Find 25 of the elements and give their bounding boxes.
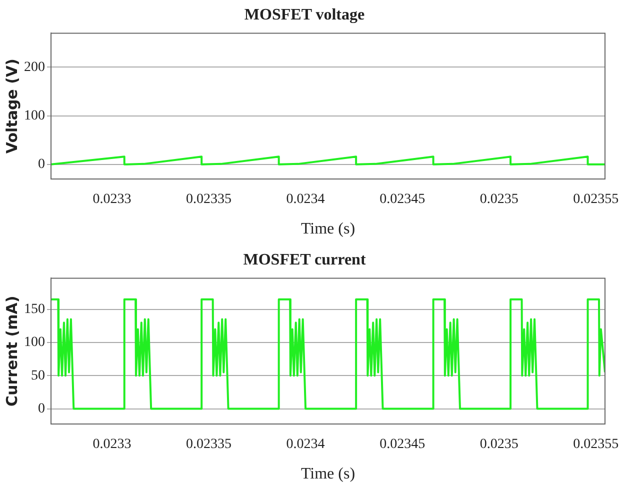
x-tick-label: 0.0234 [286,437,325,452]
x-axis-title: Time (s) [300,466,356,483]
chart-title: MOSFET voltage [244,6,365,24]
x-tick-label: 0.02355 [573,192,619,208]
y-tick-label: 0 [38,157,45,172]
x-tick-label: 0.0235 [480,437,518,452]
x-tick-label: 0.0233 [92,437,132,452]
x-tick-label: 0.02355 [573,437,619,452]
y-tick-label: 150 [24,302,45,318]
y-tick-label: 0 [38,401,45,416]
x-tick-label: 0.02335 [186,192,232,208]
y-axis-title: Voltage (V) [2,58,21,154]
x-axis-title: Time (s) [300,220,356,238]
x-tick-label: 0.02335 [186,437,232,452]
x-tick-label: 0.0234 [286,192,325,208]
chart-title: MOSFET current [243,252,366,269]
x-tick-label: 0.02345 [380,192,426,208]
y-tick-label: 100 [24,335,45,350]
y-tick-label: 50 [31,368,45,384]
x-tick-label: 0.02345 [380,437,426,452]
y-tick-label: 200 [24,60,45,75]
y-axis-title: Current (mA) [2,296,21,406]
x-tick-label: 0.0235 [480,192,518,208]
x-tick-label: 0.0233 [92,192,132,208]
y-tick-label: 100 [24,108,45,124]
